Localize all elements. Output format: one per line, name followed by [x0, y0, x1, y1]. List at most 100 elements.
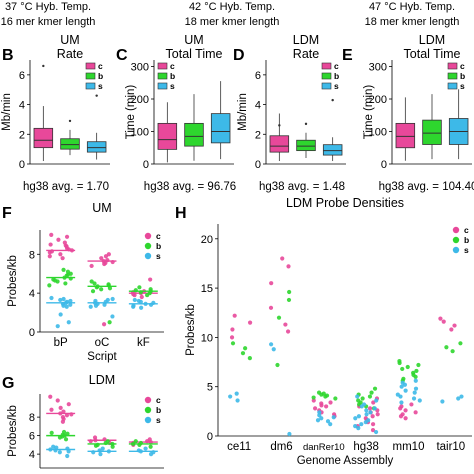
point-H-tair10-b	[458, 341, 463, 346]
point-F-oC-b	[106, 282, 111, 287]
legend-swatch-b	[452, 236, 460, 244]
point-H-danRer10-b	[324, 393, 330, 398]
point-H-danRer10-s	[328, 422, 333, 427]
point-G-bP-c	[49, 407, 54, 412]
point-H-mm10-s	[413, 378, 418, 383]
point-H-dm6-c	[286, 264, 291, 269]
point-F-bP-b	[63, 281, 68, 286]
legend-swatch-b	[321, 72, 332, 80]
header-temp-0: 37 °C Hyb. Temp.	[5, 1, 91, 13]
point-H-hg38-s	[356, 414, 362, 419]
point-G-bP-s	[54, 445, 59, 450]
panel-H-y-tick-label: 5	[207, 382, 213, 394]
panel-D-footer: hg38 avg. = 1.48	[259, 181, 345, 193]
panel-H-ylabel: Probes/kb	[185, 304, 197, 356]
panel-F-y-tick-label: 8	[29, 249, 35, 261]
point-H-mm10-s	[400, 380, 405, 385]
point-H-hg38-s	[364, 408, 369, 413]
point-F-bP-s	[61, 303, 66, 308]
point-H-hg38-b	[367, 394, 373, 399]
point-F-bP-s	[55, 324, 60, 329]
panel-B-title-line-1: Rate	[57, 47, 83, 61]
point-F-oC-s	[93, 298, 98, 304]
point-F-bP-c	[64, 234, 70, 239]
point-H-hg38-s	[374, 398, 379, 403]
panel-G-y-tick-label: 6	[29, 431, 35, 443]
point-H-ce11-b	[230, 341, 236, 346]
point-F-bP-s	[49, 295, 54, 301]
point-H-hg38-c	[370, 427, 376, 433]
point-H-mm10-b	[400, 366, 405, 372]
point-F-oC-b	[90, 289, 96, 294]
panel-B-y-tick-label: 4	[19, 100, 25, 112]
box-C-b	[184, 122, 204, 147]
panel-F-y-tick-label: 0	[29, 327, 35, 339]
point-G-bP-b	[63, 437, 69, 442]
point-F-oC-b	[107, 320, 112, 325]
box-B-s-outlier	[95, 94, 98, 97]
point-G-bP-b	[65, 431, 70, 436]
panel-E-ylabel: Time (min)	[363, 85, 375, 140]
panel-H-y-tick-label: 0	[207, 431, 213, 443]
panel-letter-B: B	[2, 47, 14, 64]
legend-swatch-s	[157, 82, 168, 90]
point-H-ce11-s	[234, 391, 239, 396]
point-H-mm10-c	[399, 404, 404, 409]
box-D-b-outlier	[304, 122, 308, 126]
point-G-oC-s	[100, 446, 105, 451]
point-H-ce11-s	[228, 394, 233, 399]
point-F-bP-b	[61, 267, 66, 272]
point-H-mm10-c	[403, 408, 408, 413]
panel-B-y-tick-label: 2	[19, 129, 25, 141]
box-B-c	[33, 127, 54, 149]
point-H-mm10-s	[411, 396, 417, 401]
panel-H-y-tick-label: 20	[201, 234, 213, 246]
legend-label-b: b	[464, 235, 469, 245]
point-H-tair10-s	[456, 396, 461, 401]
legend-swatch-c	[85, 62, 96, 70]
point-H-tair10-c	[438, 316, 443, 321]
point-G-bP-c	[48, 394, 53, 399]
legend-label-c: c	[98, 61, 103, 71]
panel-F-ylabel: Probes/kb	[7, 255, 19, 307]
point-H-mm10-c	[409, 402, 414, 407]
point-G-bP-c	[60, 415, 66, 420]
panel-H-x-tick-label: ce11	[227, 441, 251, 453]
box-D-c	[269, 135, 290, 153]
point-F-kF-s	[139, 305, 144, 310]
point-H-tair10-c	[449, 327, 454, 332]
panel-F-x-tick-label: bP	[54, 337, 68, 349]
point-H-danRer10-s	[317, 410, 322, 415]
panel-E-title-line-1: Total Time	[404, 47, 461, 61]
point-F-oC-s	[93, 303, 99, 308]
point-F-bP-s	[66, 320, 71, 325]
box-B-c-outlier	[42, 64, 45, 68]
point-F-bP-s	[68, 302, 73, 307]
point-H-tair10-b	[444, 345, 449, 350]
point-F-bP-c	[48, 242, 53, 247]
point-G-bP-c	[58, 405, 63, 410]
panel-D-y-tick-label: 4	[255, 100, 261, 112]
point-H-mm10-b	[397, 360, 402, 366]
point-H-hg38-s	[353, 424, 358, 429]
panel-B-y-tick-label: 6	[19, 70, 25, 82]
panel-F-y-tick-label: 4	[29, 288, 35, 300]
panel-G-ylabel: Probes/kb	[7, 405, 19, 457]
point-H-dm6-b	[286, 297, 292, 303]
point-H-danRer10-s	[317, 413, 322, 418]
point-H-dm6-c	[285, 329, 291, 334]
legend-swatch-s	[447, 82, 458, 90]
point-H-dm6-s	[268, 342, 274, 347]
point-F-bP-c	[58, 252, 63, 257]
header-temp-1: 42 °C Hyb. Temp.	[189, 1, 275, 13]
legend-swatch-c	[144, 232, 152, 240]
panel-C-title-line-0: UM	[184, 33, 203, 47]
point-F-bP-c	[56, 237, 61, 242]
legend-label-s: s	[156, 251, 161, 261]
legend-swatch-b	[157, 72, 168, 80]
point-H-danRer10-c	[324, 404, 329, 409]
point-H-danRer10-b	[333, 396, 338, 401]
panel-H-xlabel: Genome Assembly	[297, 455, 394, 467]
point-F-bP-s	[68, 298, 73, 304]
